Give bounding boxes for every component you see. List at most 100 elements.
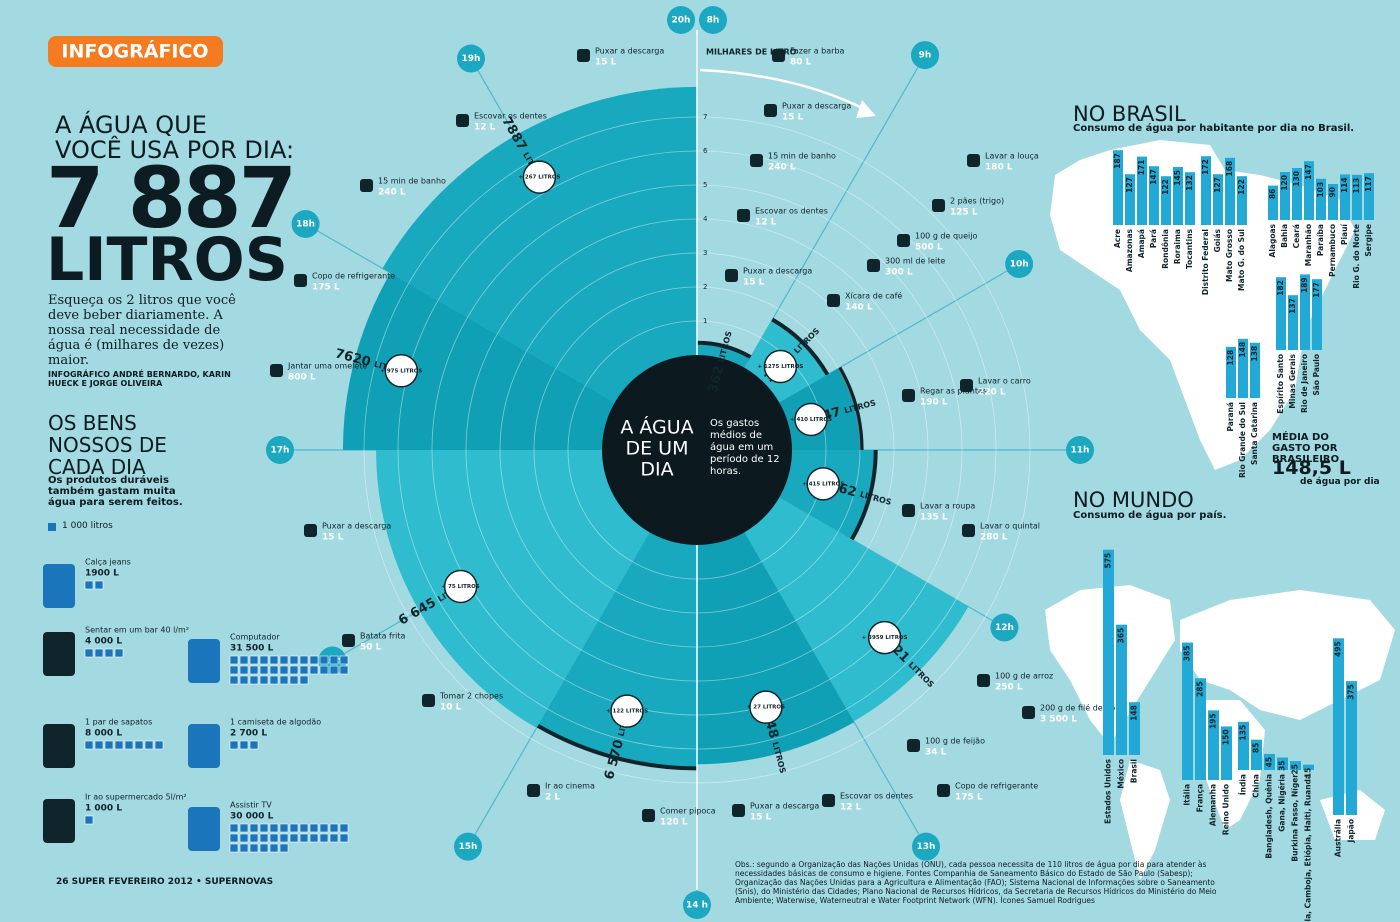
activity-value: 2 L	[545, 793, 560, 803]
activity-value: 175 L	[312, 283, 340, 293]
goods-units	[229, 740, 259, 750]
unit-square	[299, 833, 309, 843]
hour-label: 12h	[995, 623, 1014, 633]
activity-label: Escovar os dentes	[474, 112, 547, 121]
bar-value: 128	[1226, 350, 1235, 366]
unit-square	[299, 655, 309, 665]
activity-label: Puxar a descarga	[782, 102, 851, 111]
unit-square	[134, 740, 144, 750]
bar-value: 385	[1183, 646, 1192, 662]
goods-subtitle: Os produtos duráveis também gastam muita…	[48, 475, 183, 508]
badge-bg	[48, 36, 223, 67]
bar-value: 117	[1364, 176, 1373, 192]
activity-value: 175 L	[955, 793, 983, 803]
bar	[1137, 156, 1147, 225]
unit-square	[309, 665, 319, 675]
bar	[1268, 185, 1278, 220]
big-number: 7 887	[46, 149, 297, 247]
goods-value: 31 500 L	[230, 644, 274, 654]
bar-category: Rio Grande do Sul	[1238, 402, 1247, 478]
unit-square	[259, 823, 269, 833]
bar-value: 45	[1265, 757, 1274, 767]
activity-icon	[360, 179, 373, 192]
goods-label: Computador	[230, 633, 280, 642]
increment-bubble	[443, 569, 478, 604]
bar-category: Goiás	[1213, 228, 1222, 252]
center-disc	[602, 355, 792, 545]
r-tick-label: 1	[703, 317, 707, 325]
activity-label: Lavar a roupa	[920, 502, 975, 511]
unit-square	[229, 843, 239, 853]
activity-icon	[764, 104, 777, 117]
hour-label: 9h	[919, 51, 932, 61]
unit-square	[339, 665, 349, 675]
bar-category: Piauí	[1340, 224, 1349, 245]
bar-category: Mato Grosso	[1225, 229, 1234, 282]
bar-value: 127	[1213, 177, 1222, 193]
bar-value: 122	[1161, 179, 1170, 195]
r-tick-label: 4	[703, 215, 708, 223]
unit-square	[339, 655, 349, 665]
goods-units	[84, 740, 164, 750]
bar-value: 365	[1117, 628, 1126, 644]
unit-square	[144, 740, 154, 750]
bar	[1251, 739, 1262, 770]
unit-square	[229, 740, 239, 750]
bar-category: Roraima	[1173, 229, 1182, 264]
hour-marker	[1066, 436, 1094, 464]
increment-label: + 267 LITROS	[518, 175, 560, 181]
unit-square	[249, 655, 259, 665]
goods-label: 1 camiseta de algodão	[230, 718, 321, 727]
hour-marker	[457, 44, 485, 73]
bar-category: Pernambuco	[1328, 224, 1337, 277]
arrow-head	[856, 100, 876, 118]
unit-square	[279, 675, 289, 685]
increment-label: + 27 LITROS	[747, 705, 785, 711]
hour-label: 19h	[462, 54, 481, 64]
unit-square	[249, 833, 259, 843]
activity-icon	[422, 694, 435, 707]
increment-bubble	[763, 349, 798, 384]
activity-label: Lavar o carro	[978, 377, 1031, 386]
badge: INFOGRÁFICO	[61, 40, 208, 63]
sector-edge	[850, 449, 878, 541]
activity-icon	[1022, 706, 1035, 719]
sector	[382, 86, 697, 451]
unit-square	[339, 823, 349, 833]
bar-category: Bahia	[1280, 224, 1289, 248]
activity-value: 15 L	[595, 58, 617, 68]
bar-category: Austrália	[1334, 819, 1343, 857]
unit-square	[259, 843, 269, 853]
bar-value: 148	[1238, 342, 1247, 358]
world-title: NO MUNDO	[1073, 488, 1194, 512]
activity-label: Batata frita	[360, 632, 405, 641]
bar	[1292, 168, 1302, 220]
unit-square	[269, 843, 279, 853]
bar	[1182, 642, 1193, 780]
bar-category: Maranhão	[1304, 224, 1313, 266]
hour-marker	[291, 210, 320, 238]
activity-value: 34 L	[925, 748, 947, 758]
goods-label: Sentar em um bar 40 l/m²	[85, 626, 189, 635]
r-tick-label: 2	[703, 283, 707, 291]
bar-category: Rondônia	[1161, 229, 1170, 269]
bar-value: 86	[1268, 189, 1277, 199]
bar-value: 189	[1300, 277, 1309, 293]
bar-category: Brasil	[1130, 759, 1139, 783]
bar-category: Rio G. do Norte	[1352, 224, 1361, 289]
unit-square	[84, 580, 94, 590]
unit-square	[289, 665, 299, 675]
bar	[1328, 184, 1338, 220]
activity-icon	[732, 804, 745, 817]
bar	[1103, 549, 1114, 755]
hour-marker	[911, 41, 939, 70]
bar-category: Japão	[1347, 819, 1356, 843]
activity-value: 15 L	[322, 533, 344, 543]
bar-value: 150	[1222, 729, 1231, 745]
bar-category: Alemanha	[1209, 784, 1218, 826]
activity-value: 12 L	[755, 218, 777, 228]
bar-category: Burkina Fasso, Níger	[1291, 774, 1300, 862]
increment-label: + 975 LITROS	[380, 368, 422, 374]
activity-value: 190 L	[920, 398, 948, 408]
